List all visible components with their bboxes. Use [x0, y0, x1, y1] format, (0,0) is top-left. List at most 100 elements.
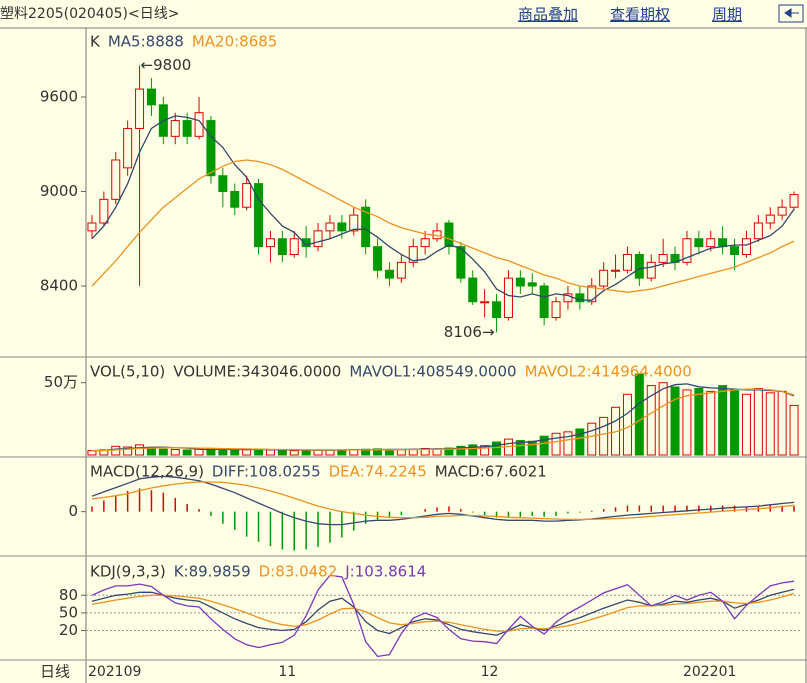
candle-body — [99, 198, 109, 224]
volume-bar — [741, 393, 751, 456]
back-icon[interactable] — [778, 4, 804, 23]
candle-body — [741, 238, 751, 255]
candle-body — [777, 206, 787, 216]
legend-entry: MAVOL2:414964.4000 — [525, 363, 692, 381]
volume-bar — [289, 450, 299, 456]
candle-body — [706, 238, 716, 248]
volume-bar — [170, 449, 180, 456]
x-tick-label: 202109 — [88, 664, 141, 680]
candle-body — [611, 269, 621, 272]
link[interactable]: 周期 — [712, 6, 742, 24]
legend-entry: D:83.0482 — [259, 563, 338, 581]
candle-body — [599, 269, 609, 287]
volume-bar — [444, 447, 454, 456]
candle-body — [325, 222, 335, 232]
candle-body — [170, 120, 180, 137]
y-tick-label: 50 — [59, 603, 78, 621]
series-line — [91, 475, 795, 526]
candle-body — [587, 285, 597, 303]
legend-entry: MA20:8685 — [192, 33, 278, 51]
candle-body — [182, 120, 192, 137]
series-line — [91, 592, 795, 632]
candle-body — [349, 214, 359, 232]
volume-bar — [527, 440, 537, 456]
candle-body — [194, 112, 204, 137]
back-icon-arrow — [784, 8, 799, 18]
candle-body — [694, 238, 704, 248]
volume-bar — [765, 392, 775, 456]
candle-body — [527, 282, 537, 287]
series-line — [91, 115, 795, 301]
volume-bar — [135, 444, 145, 456]
volume-bar — [301, 449, 311, 456]
y-tick-label: 0 — [68, 502, 78, 520]
volume-bar — [658, 382, 668, 456]
candle-body — [515, 277, 525, 287]
x-tick-label: 202201 — [683, 664, 736, 680]
candle-body — [146, 88, 156, 106]
candle-body — [313, 230, 323, 248]
series-line — [91, 574, 795, 658]
volume-bar — [622, 393, 632, 456]
volume-bar — [646, 385, 656, 456]
legend-entry: DEA:74.2245 — [329, 463, 427, 481]
legend-entry: KDJ(9,3,3) — [90, 563, 166, 581]
volume-bar — [87, 450, 97, 456]
series-line — [91, 481, 795, 521]
candle-body — [265, 238, 275, 248]
volume-bar — [230, 449, 240, 456]
volume-bar — [777, 390, 787, 456]
candle-body — [658, 253, 668, 263]
candle-body — [730, 246, 740, 255]
candle-body — [373, 246, 383, 271]
candle-body — [682, 238, 692, 263]
volume-bar — [420, 447, 430, 456]
candle-body — [420, 238, 430, 248]
volume-bar — [634, 373, 644, 456]
volume-bar — [492, 441, 502, 456]
candle-body — [503, 277, 513, 319]
candle-body — [718, 238, 728, 248]
candle-body — [289, 238, 299, 255]
candle-body — [384, 269, 394, 279]
y-tick-label: 9600 — [40, 87, 78, 105]
candle-body — [396, 261, 406, 279]
series-line — [91, 388, 795, 452]
candle-body — [563, 293, 573, 303]
volume-bar — [468, 444, 478, 456]
candle-body — [111, 159, 121, 200]
volume-bar — [194, 448, 204, 456]
candle-body — [206, 120, 216, 177]
legend-entry: DIFF:108.0255 — [212, 463, 321, 481]
volume-bar — [682, 389, 692, 456]
volume-bar — [480, 445, 490, 456]
volume-bar — [611, 406, 621, 456]
candle-body — [765, 214, 775, 224]
candle-body — [646, 261, 656, 279]
x-axis-label: 日线 — [40, 663, 70, 681]
legend-entry: MACD(12,26,9) — [90, 463, 204, 481]
candle-body — [468, 277, 478, 303]
candle-body — [277, 238, 287, 255]
candle-body — [87, 222, 97, 232]
candle-body — [492, 301, 502, 319]
link[interactable]: 查看期权 — [610, 6, 670, 24]
volume-bar — [718, 385, 728, 456]
candle-body — [337, 222, 347, 232]
y-tick-label: 8400 — [40, 276, 78, 294]
candle-body — [254, 183, 264, 248]
volume-bar — [396, 449, 406, 456]
volume-bar — [539, 435, 549, 456]
volume-bar — [789, 404, 799, 456]
link[interactable]: 商品叠加 — [518, 6, 578, 24]
candle-body — [361, 206, 371, 248]
candle-body — [551, 301, 561, 319]
volume-bar — [123, 446, 133, 456]
candle-body — [123, 127, 133, 169]
annotation: ←9800 — [141, 56, 192, 74]
legend-entry: K — [90, 33, 101, 51]
volume-bar — [218, 449, 228, 456]
series-line — [91, 159, 795, 293]
candle-body — [230, 190, 240, 208]
series-line — [91, 588, 795, 636]
